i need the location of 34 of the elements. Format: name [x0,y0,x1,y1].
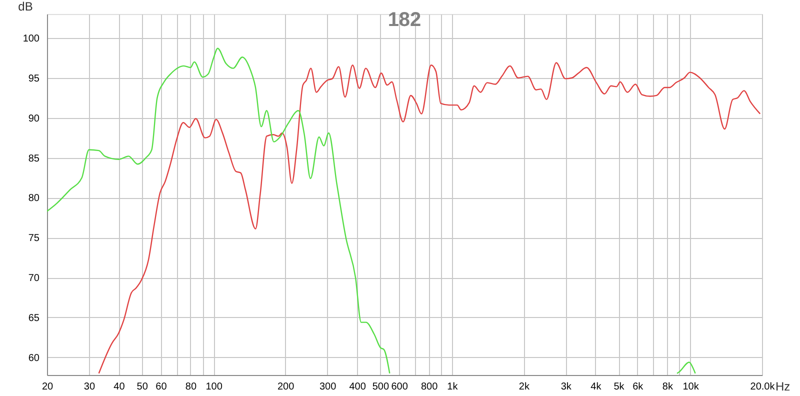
y-tick-label: 100 [22,33,40,44]
y-tick-label: 70 [28,273,40,284]
x-tick-label: 600 [391,382,408,392]
x-tick-label: 100 [206,382,223,392]
y-tick-label: 95 [28,73,40,84]
y-tick-label: 80 [28,193,40,204]
y-tick-label: 65 [28,312,40,324]
x-tick-label: 3k [560,382,572,392]
x-axis-title: Hz [776,380,790,394]
x-tick-label: 2k [518,382,530,392]
x-tick-label: 300 [319,382,337,392]
x-tick-label: 10k [682,382,700,392]
x-tick-label: 400 [349,382,366,392]
y-tick-label: 85 [28,153,40,164]
y-axis-title: dB [18,0,33,14]
y-tick-label: 90 [28,113,40,124]
x-tick-label: 1k [447,382,459,392]
x-tick-label: 200 [277,382,295,392]
x-tick-label: 500 [372,382,390,392]
x-tick-label: 8k [662,382,674,392]
x-tick-label: 20 [42,382,54,392]
x-tick-label: 40 [114,382,126,392]
y-tick-label: 75 [28,233,40,244]
x-tick-label: 5k [614,382,626,392]
x-tick-label: 6k [632,382,644,392]
x-tick-label: 20.0k [750,382,776,392]
y-tick-label: 60 [28,352,40,364]
x-tick-label: 4k [590,382,602,392]
chart-title: 182 [388,9,422,31]
x-tick-label: 60 [156,382,168,392]
x-tick-label: 80 [185,382,197,392]
x-tick-label: 50 [136,382,148,392]
x-tick-label: 30 [84,382,96,392]
x-tick-label: 800 [420,382,438,392]
